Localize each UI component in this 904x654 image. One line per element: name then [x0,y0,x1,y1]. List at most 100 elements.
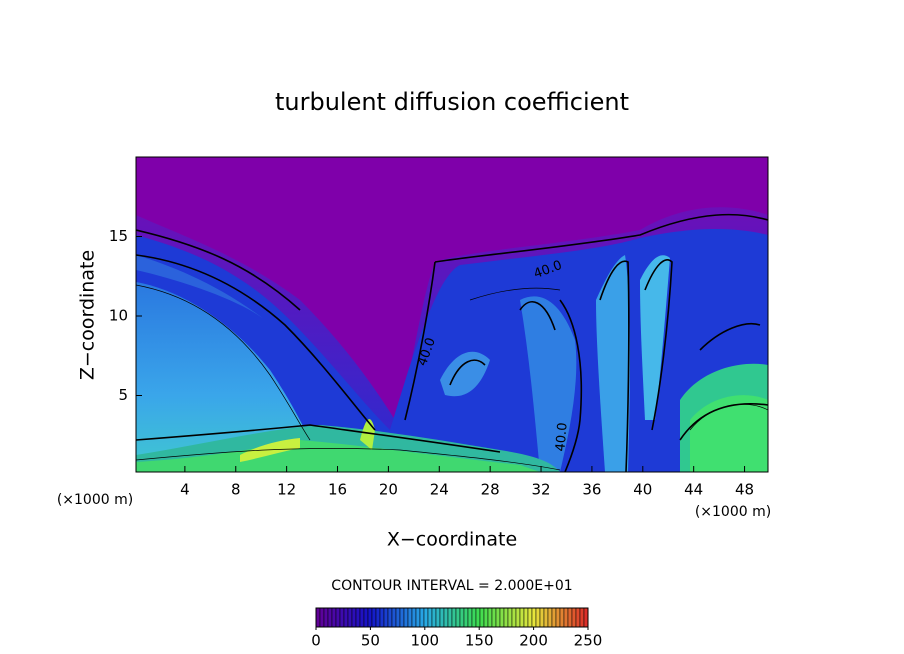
y-tick-label: 5 [118,386,128,404]
colorbar-cell [407,607,413,628]
colorbar-cell [535,607,541,628]
colorbar-cell [403,607,409,628]
colorbar-cell [435,607,441,628]
colorbar-cell [391,607,397,628]
x-tick-label: 12 [277,481,296,499]
colorbar-cell [487,607,493,628]
colorbar-cell [443,607,449,628]
colorbar-cell [375,607,381,628]
x-tick-label: 28 [481,481,500,499]
colorbar-cell [323,607,329,628]
y-tick-label: 10 [109,307,128,325]
colorbar-cell [539,607,545,628]
x-tick-label: 32 [531,481,550,499]
colorbar-cell [419,607,425,628]
colorbar-cell [551,607,557,628]
colorbar-cell [359,607,365,628]
y-tick-label: 15 [109,227,128,245]
chart-title: turbulent diffusion coefficient [275,88,629,116]
colorbar-cell [315,607,321,628]
colorbar-frame [315,607,589,628]
x-tick-label: 4 [180,481,190,499]
colorbar-cell [355,607,361,628]
colorbar-cell [467,607,473,628]
colorbar-cell [559,607,565,628]
colorbar-cell [423,607,429,628]
colorbar-cell [547,607,553,628]
plot-frame [135,156,769,473]
colorbar-cell [511,607,517,628]
colorbar-cell [387,607,393,628]
colorbar-cell [327,607,333,628]
x-tick-label: 8 [231,481,241,499]
x-tick-label: 48 [735,481,754,499]
colorbar-tick-label: 50 [361,632,380,650]
contour-interval: CONTOUR INTERVAL = 2.000E+01 [331,578,572,594]
colorbar-tick-label: 250 [574,632,603,650]
colorbar-cell [479,607,485,628]
colorbar-cell [347,607,353,628]
x-unit-label: (×1000 m) [695,504,771,520]
colorbar-cell [575,607,581,628]
colorbar-cell [527,607,533,628]
colorbar-tick-label: 0 [311,632,321,650]
colorbar-cell [567,607,573,628]
colorbar-cell [363,607,369,628]
colorbar-cell [491,607,497,628]
x-tick-label: 40 [633,481,652,499]
colorbar-cell [483,607,489,628]
field [136,157,768,472]
colorbar-cell [507,607,513,628]
colorbar-cell [583,607,589,628]
colorbar-cell [335,607,341,628]
colorbar-cell [475,607,481,628]
colorbar-cell [451,607,457,628]
colorbar-cell [471,607,477,628]
colorbar-cell [563,607,569,628]
colorbar-cell [499,607,505,628]
x-tick-label: 24 [430,481,449,499]
colorbar-cell [351,607,357,628]
x-tick-label: 16 [328,481,347,499]
colorbar-cell [367,607,373,628]
x-axis-label: X−coordinate [387,529,517,551]
colorbar-tick-label: 150 [465,632,494,650]
colorbar-cell [515,607,521,628]
colorbar-cell [343,607,349,628]
y-unit-label: (×1000 m) [57,492,133,508]
colorbar-cell [571,607,577,628]
colorbar-tick-label: 200 [519,632,548,650]
colorbar-cell [371,607,377,628]
colorbar-cell [439,607,445,628]
colorbar-cell [447,607,453,628]
colorbar-cell [495,607,501,628]
x-tick-label: 44 [684,481,703,499]
colorbar-tick-label: 100 [410,632,439,650]
colorbar-cell [455,607,461,628]
colorbar-cell [431,607,437,628]
colorbar-cell [531,607,537,628]
colorbar-cell [503,607,509,628]
colorbar-cell [523,607,529,628]
y-axis-label: Z−coordinate [77,250,99,380]
colorbar-cell [399,607,405,628]
colorbar-cell [579,607,585,628]
colorbar-cell [383,607,389,628]
x-tick-label: 36 [582,481,601,499]
colorbar-cell [555,607,561,628]
colorbar-cell [379,607,385,628]
colorbar-cell [519,607,525,628]
contour-label: 40.0 [553,422,570,452]
colorbar-cell [543,607,549,628]
x-tick-label: 20 [379,481,398,499]
colorbar-cell [463,607,469,628]
colorbar-cell [459,607,465,628]
colorbar-cell [427,607,433,628]
colorbar-cell [339,607,345,628]
colorbar-cell [415,607,421,628]
colorbar-cell [331,607,337,628]
colorbar-cell [395,607,401,628]
colorbar-cell [319,607,325,628]
colorbar-cell [411,607,417,628]
